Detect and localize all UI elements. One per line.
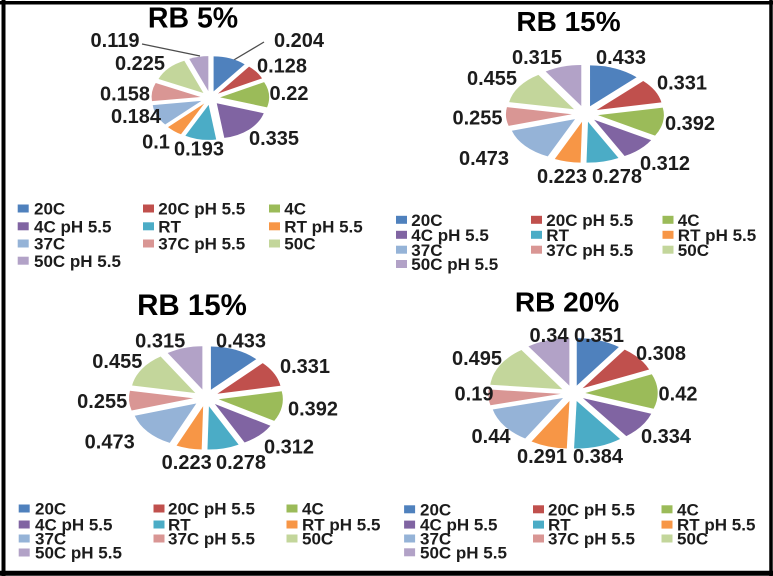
svg-text:0.42: 0.42 xyxy=(659,384,698,406)
svg-text:0.204: 0.204 xyxy=(274,30,325,52)
svg-text:0.315: 0.315 xyxy=(512,47,562,69)
svg-text:0.308: 0.308 xyxy=(636,343,686,365)
svg-text:RT pH 5.5: RT pH 5.5 xyxy=(677,516,755,535)
svg-text:RT: RT xyxy=(168,516,191,535)
svg-text:0.312: 0.312 xyxy=(264,437,314,459)
svg-text:4C: 4C xyxy=(678,211,700,230)
svg-text:50C: 50C xyxy=(302,530,333,549)
svg-text:0.128: 0.128 xyxy=(257,56,307,78)
svg-text:0.223: 0.223 xyxy=(162,452,212,474)
svg-text:0.473: 0.473 xyxy=(85,432,135,454)
svg-text:20C: 20C xyxy=(34,200,65,219)
svg-text:RB 15%: RB 15% xyxy=(137,289,247,322)
svg-text:RB 5%: RB 5% xyxy=(148,3,238,35)
svg-text:37C pH 5.5: 37C pH 5.5 xyxy=(548,530,635,549)
svg-text:0.255: 0.255 xyxy=(452,108,502,130)
svg-text:0.392: 0.392 xyxy=(288,399,338,421)
svg-text:0.473: 0.473 xyxy=(459,148,509,170)
svg-text:0.433: 0.433 xyxy=(596,47,646,69)
svg-text:0.334: 0.334 xyxy=(641,426,692,448)
svg-text:0.34: 0.34 xyxy=(530,325,570,347)
svg-text:37C: 37C xyxy=(34,235,65,254)
svg-text:RT pH 5.5: RT pH 5.5 xyxy=(302,516,380,535)
svg-text:50C pH 5.5: 50C pH 5.5 xyxy=(411,255,498,274)
svg-text:50C: 50C xyxy=(284,235,315,254)
svg-text:0.19: 0.19 xyxy=(455,384,494,406)
svg-text:4C pH 5.5: 4C pH 5.5 xyxy=(35,516,112,535)
svg-text:0.331: 0.331 xyxy=(657,73,707,95)
svg-text:RT pH 5.5: RT pH 5.5 xyxy=(678,226,756,245)
svg-text:37C: 37C xyxy=(420,530,451,549)
svg-text:0.315: 0.315 xyxy=(135,331,185,353)
svg-text:4C: 4C xyxy=(284,200,306,219)
svg-text:4C pH 5.5: 4C pH 5.5 xyxy=(411,226,488,245)
svg-text:0.312: 0.312 xyxy=(640,153,690,175)
svg-text:37C pH 5.5: 37C pH 5.5 xyxy=(158,235,245,254)
svg-text:50C pH 5.5: 50C pH 5.5 xyxy=(420,543,507,562)
svg-text:RT: RT xyxy=(546,226,569,245)
svg-text:0.495: 0.495 xyxy=(452,348,502,370)
svg-text:50C pH 5.5: 50C pH 5.5 xyxy=(35,544,122,563)
svg-text:RT pH 5.5: RT pH 5.5 xyxy=(284,217,362,236)
svg-text:0.335: 0.335 xyxy=(249,128,299,150)
svg-text:0.22: 0.22 xyxy=(270,83,309,105)
svg-text:RB 15%: RB 15% xyxy=(516,6,620,37)
svg-text:50C: 50C xyxy=(677,530,708,549)
svg-text:37C: 37C xyxy=(411,241,442,260)
svg-text:0.351: 0.351 xyxy=(574,325,624,347)
svg-text:0.184: 0.184 xyxy=(111,106,162,128)
svg-text:0.193: 0.193 xyxy=(174,139,224,161)
svg-text:0.1: 0.1 xyxy=(142,132,170,154)
svg-text:0.278: 0.278 xyxy=(216,452,266,474)
svg-text:0.384: 0.384 xyxy=(573,446,624,468)
svg-text:20C pH 5.5: 20C pH 5.5 xyxy=(168,500,255,519)
svg-text:4C pH 5.5: 4C pH 5.5 xyxy=(420,516,497,535)
svg-text:0.331: 0.331 xyxy=(280,356,330,378)
svg-text:0.433: 0.433 xyxy=(216,331,266,353)
svg-text:20C pH 5.5: 20C pH 5.5 xyxy=(546,211,633,230)
svg-text:0.392: 0.392 xyxy=(665,113,715,135)
svg-text:0.44: 0.44 xyxy=(472,426,512,448)
svg-text:RT: RT xyxy=(548,516,571,535)
svg-text:20C: 20C xyxy=(35,500,66,519)
svg-text:RB 20%: RB 20% xyxy=(515,287,619,318)
svg-text:4C: 4C xyxy=(677,500,699,519)
svg-text:37C: 37C xyxy=(35,530,66,549)
svg-text:20C: 20C xyxy=(411,211,442,230)
svg-text:50C: 50C xyxy=(678,241,709,260)
svg-text:50C pH 5.5: 50C pH 5.5 xyxy=(34,252,121,271)
svg-text:4C pH 5.5: 4C pH 5.5 xyxy=(34,217,111,236)
svg-text:0.455: 0.455 xyxy=(92,351,142,373)
svg-text:20C pH 5.5: 20C pH 5.5 xyxy=(548,500,635,519)
svg-text:0.225: 0.225 xyxy=(115,53,165,75)
svg-text:RT: RT xyxy=(158,217,181,236)
svg-text:4C: 4C xyxy=(302,500,324,519)
svg-text:0.223: 0.223 xyxy=(537,166,587,188)
svg-text:0.291: 0.291 xyxy=(517,446,567,468)
svg-text:37C pH 5.5: 37C pH 5.5 xyxy=(168,530,255,549)
svg-text:0.119: 0.119 xyxy=(91,30,140,52)
svg-text:0.278: 0.278 xyxy=(592,166,642,188)
svg-text:0.455: 0.455 xyxy=(467,68,517,90)
svg-text:37C pH 5.5: 37C pH 5.5 xyxy=(546,241,633,260)
svg-text:0.158: 0.158 xyxy=(100,84,150,106)
svg-text:0.255: 0.255 xyxy=(77,391,127,413)
svg-text:20C pH 5.5: 20C pH 5.5 xyxy=(158,200,245,219)
svg-text:20C: 20C xyxy=(420,500,451,519)
